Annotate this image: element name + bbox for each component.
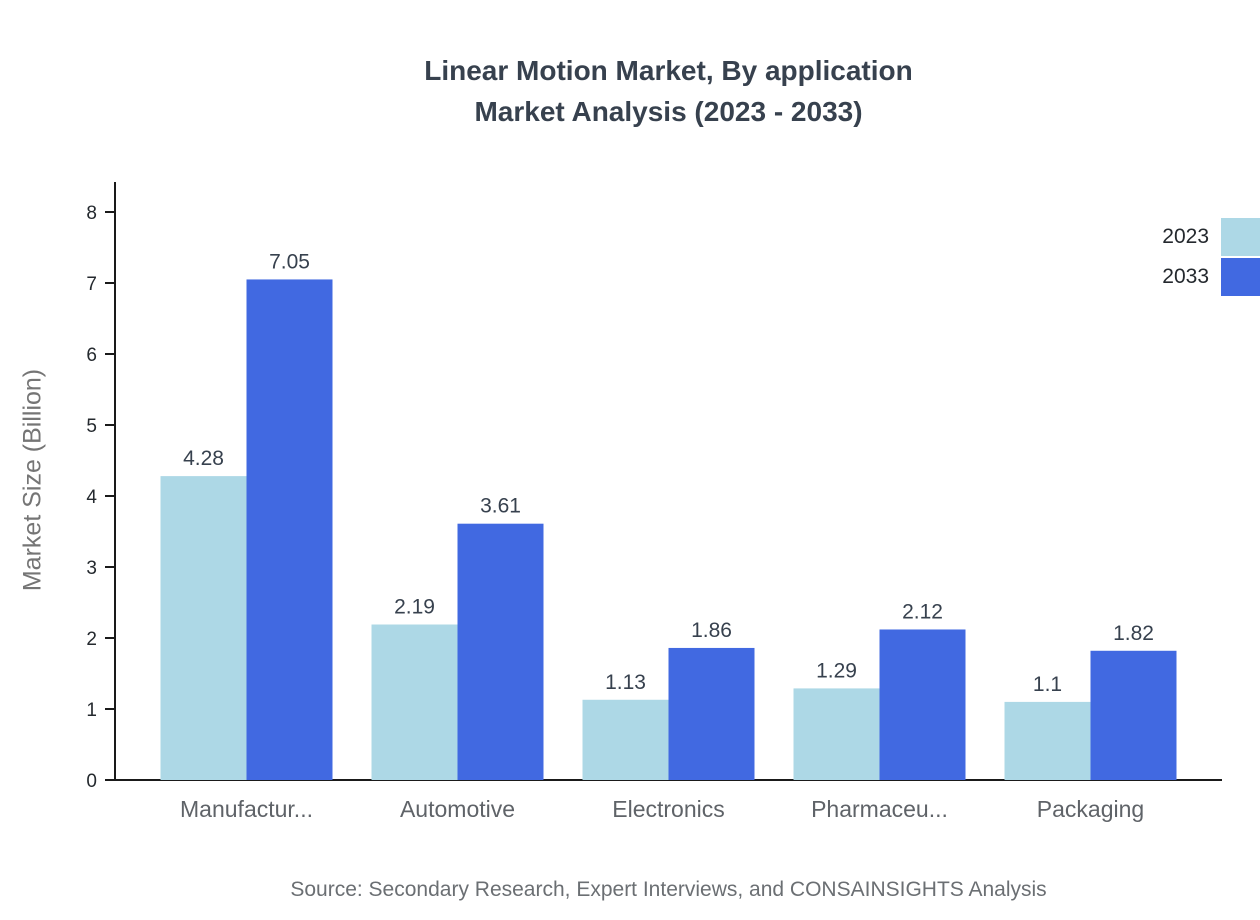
y-tick-label: 7 xyxy=(86,274,97,295)
y-tick-label: 4 xyxy=(86,487,97,508)
legend-swatch-2023 xyxy=(1221,218,1260,256)
y-tick-label: 2 xyxy=(86,629,97,650)
bar-2033-4 xyxy=(1090,650,1177,780)
x-category-label: Automotive xyxy=(400,796,515,822)
chart-title: Linear Motion Market, By application xyxy=(424,55,913,86)
y-tick-label: 6 xyxy=(86,345,97,366)
bar-value-label: 3.61 xyxy=(480,495,521,518)
bar-2023-2 xyxy=(582,699,669,780)
legend: 2023 2033 xyxy=(1162,218,1260,296)
bar-2033-0 xyxy=(246,279,333,780)
source-text: Source: Secondary Research, Expert Inter… xyxy=(290,878,1047,901)
bar-2023-3 xyxy=(793,688,880,780)
bar-2033-3 xyxy=(879,629,966,780)
x-category-label: Manufactur... xyxy=(180,796,313,822)
legend-item-2033: 2033 xyxy=(1162,258,1260,296)
y-tick-label: 1 xyxy=(86,700,97,721)
legend-item-2023: 2023 xyxy=(1162,218,1260,256)
chart-subtitle: Market Analysis (2023 - 2033) xyxy=(474,96,863,127)
bar-2033-1 xyxy=(457,523,544,780)
x-category-label: Pharmaceu... xyxy=(811,796,948,822)
legend-swatch-2033 xyxy=(1221,258,1260,296)
bar-2023-1 xyxy=(371,624,458,780)
legend-label: 2033 xyxy=(1162,265,1209,288)
y-tick-label: 3 xyxy=(86,558,97,579)
x-category-label: Packaging xyxy=(1037,796,1144,822)
x-category-label: Electronics xyxy=(612,796,724,822)
y-tick-label: 0 xyxy=(86,771,97,792)
bar-value-label: 1.13 xyxy=(605,671,646,694)
bar-2023-4 xyxy=(1004,701,1091,780)
legend-label: 2023 xyxy=(1162,225,1209,248)
y-axis-title: Market Size (Billion) xyxy=(18,368,47,592)
bar-value-label: 4.28 xyxy=(183,447,224,470)
bar-value-label: 7.05 xyxy=(269,250,310,273)
y-tick-label: 5 xyxy=(86,416,97,437)
bar-value-label: 1.29 xyxy=(816,659,857,682)
bar-value-label: 2.12 xyxy=(902,600,943,623)
bar-2023-0 xyxy=(160,476,247,780)
bar-value-label: 2.19 xyxy=(394,596,435,619)
bar-2033-2 xyxy=(668,647,755,780)
chart-title-block: Linear Motion Market, By application Mar… xyxy=(115,50,1222,132)
bar-value-label: 1.82 xyxy=(1113,622,1154,645)
bar-value-label: 1.86 xyxy=(691,619,732,642)
y-tick-label: 8 xyxy=(86,203,97,224)
bar-value-label: 1.1 xyxy=(1033,673,1062,696)
